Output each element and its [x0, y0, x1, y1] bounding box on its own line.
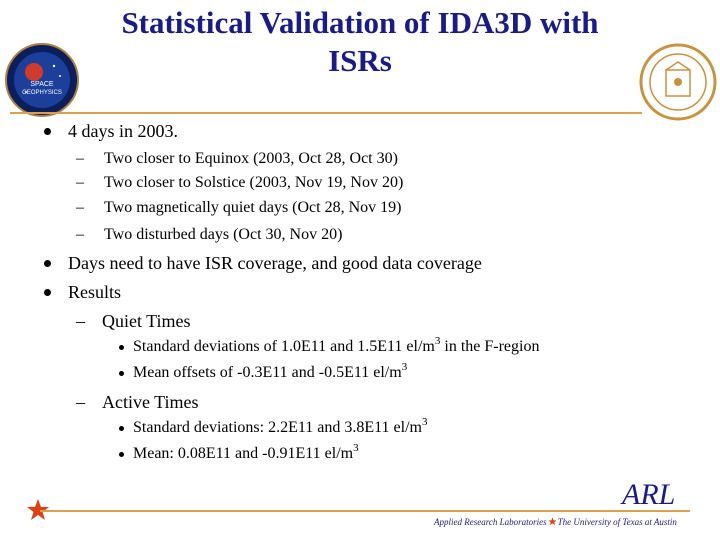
- footer-ut-name: The University of Texas at Austin: [557, 517, 677, 527]
- sub-dash: –: [76, 150, 84, 167]
- bullet-icon: [44, 128, 51, 135]
- bullet-icon: [119, 426, 124, 431]
- active-std-dev: Standard deviations: 2.2E11 and 3.8E11 e…: [133, 415, 428, 436]
- bullet-4-days: 4 days in 2003.: [68, 121, 178, 141]
- bullet-icon: [119, 452, 124, 457]
- bullet-icon: [119, 371, 124, 376]
- sub-item-disturbed-days: Two disturbed days (Oct 30, Nov 20): [104, 226, 343, 243]
- header-divider: [10, 112, 642, 114]
- bullet-isr-coverage: Days need to have ISR coverage, and good…: [68, 253, 482, 273]
- active-mean: Mean: 0.08E11 and -0.91E11 el/m3: [133, 441, 359, 462]
- footer-arl-name: Applied Research Laboratories: [434, 517, 547, 527]
- sub-dash: –: [76, 392, 85, 412]
- space-geophysics-logo: SPACE GEOPHYSICS: [5, 43, 79, 117]
- bullet-icon: [44, 260, 51, 267]
- quiet-std-dev: Standard deviations of 1.0E11 and 1.5E11…: [133, 334, 540, 355]
- sub-dash: –: [76, 311, 85, 331]
- sub-item-equinox: Two closer to Equinox (2003, Oct 28, Oct…: [104, 150, 398, 167]
- sub-dash: –: [76, 226, 84, 243]
- sub-item-solstice: Two closer to Solstice (2003, Nov 19, No…: [104, 174, 404, 191]
- logo-text-geophysics: GEOPHYSICS: [22, 90, 62, 96]
- arl-logo-text: ARL: [622, 478, 676, 511]
- footer-credits: Applied Research Laboratories The Univers…: [434, 516, 677, 528]
- sub-item-quiet-days: Two magnetically quiet days (Oct 28, Nov…: [104, 199, 402, 216]
- bullet-icon: [119, 345, 124, 350]
- page-title: Statistical Validation of IDA3D with ISR…: [60, 4, 660, 80]
- star-icon: [27, 499, 49, 520]
- title-line-1: Statistical Validation of IDA3D with: [121, 5, 599, 40]
- title-line-2: ISRs: [328, 43, 392, 78]
- logo-text-space: SPACE: [30, 81, 54, 88]
- sub-dash: –: [76, 199, 84, 216]
- star-icon: [548, 517, 557, 526]
- quiet-times-label: Quiet Times: [102, 311, 191, 331]
- ut-austin-seal: [639, 43, 717, 121]
- bullet-results: Results: [68, 282, 122, 302]
- footer-divider: [40, 510, 690, 512]
- active-times-label: Active Times: [102, 392, 199, 412]
- sub-dash: –: [76, 174, 84, 191]
- quiet-mean-offsets: Mean offsets of -0.3E11 and -0.5E11 el/m…: [133, 360, 408, 381]
- bullet-icon: [44, 289, 51, 296]
